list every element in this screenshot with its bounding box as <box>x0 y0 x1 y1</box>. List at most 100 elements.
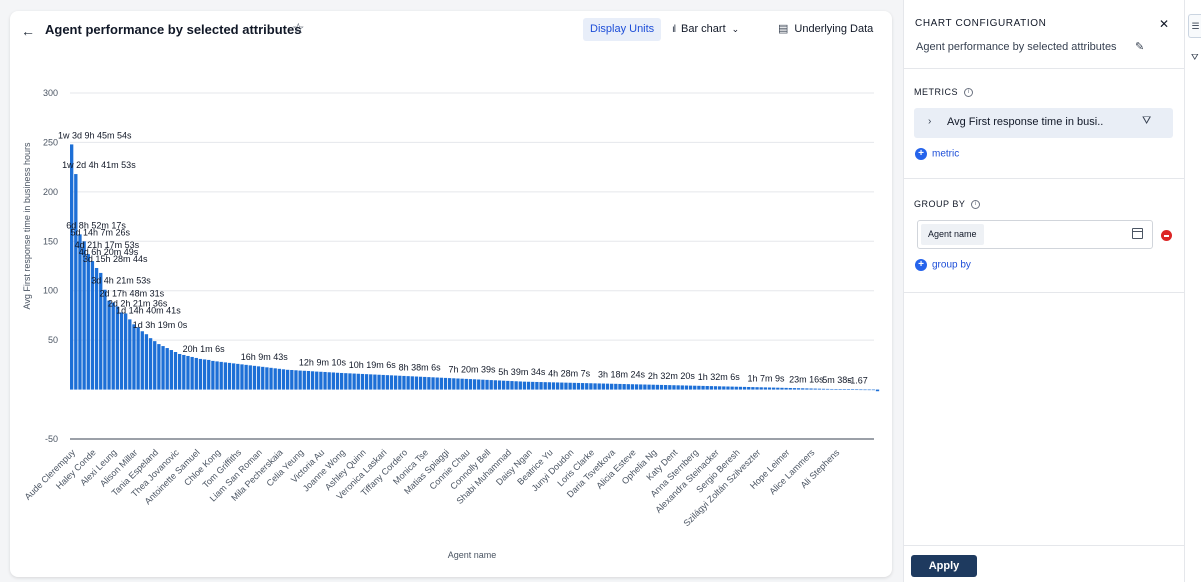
chart-bar[interactable] <box>676 385 680 390</box>
chart-bar[interactable] <box>568 382 572 390</box>
chart-bar[interactable] <box>153 341 157 390</box>
metric-item[interactable]: › Avg First response time in busi.. ⛛ <box>914 108 1173 138</box>
chart-bar[interactable] <box>497 380 502 390</box>
chart-bar[interactable] <box>265 367 269 390</box>
chart-bar[interactable] <box>119 312 124 390</box>
chart-bar[interactable] <box>439 377 444 390</box>
chart-bar[interactable] <box>759 387 763 390</box>
chart-bar[interactable] <box>531 381 535 390</box>
chart-bar[interactable] <box>418 376 423 390</box>
chart-bar[interactable] <box>286 369 290 390</box>
chart-bar[interactable] <box>310 371 315 390</box>
chart-bar[interactable] <box>672 385 676 390</box>
chart-bar[interactable] <box>655 384 660 390</box>
chart-bar[interactable] <box>74 174 78 390</box>
list-icon[interactable]: ☰ <box>1188 14 1201 38</box>
chart-bar[interactable] <box>726 386 730 390</box>
chart-bar[interactable] <box>194 357 198 390</box>
chart-bar[interactable] <box>796 388 801 390</box>
chart-bar[interactable] <box>701 385 705 390</box>
remove-circle-icon[interactable] <box>1161 230 1172 241</box>
chart-bar[interactable] <box>610 383 614 390</box>
add-group-by-button[interactable]: + group by <box>915 259 971 271</box>
chart-bar[interactable] <box>817 388 822 390</box>
chart-bar[interactable] <box>144 334 149 390</box>
chart-bar[interactable] <box>435 377 439 390</box>
chart-bar[interactable] <box>801 388 805 390</box>
chart-bar[interactable] <box>364 374 369 390</box>
chart-bar[interactable] <box>668 385 672 390</box>
chart-bar[interactable] <box>240 364 244 390</box>
chart-bar[interactable] <box>261 366 265 390</box>
chart-bar[interactable] <box>323 371 327 390</box>
chart-bar[interactable] <box>481 379 485 390</box>
chart-bar[interactable] <box>294 370 298 390</box>
chart-bar[interactable] <box>485 379 489 390</box>
chart-bar[interactable] <box>373 374 377 390</box>
chart-bar[interactable] <box>70 144 74 390</box>
chart-bar[interactable] <box>747 387 751 390</box>
chart-bar[interactable] <box>722 386 726 390</box>
chart-bar[interactable] <box>344 373 348 390</box>
chart-bar[interactable] <box>776 387 780 390</box>
chart-bar[interactable] <box>306 370 311 390</box>
chart-bar[interactable] <box>597 383 601 390</box>
chart-bar[interactable] <box>585 383 589 390</box>
chart-bar[interactable] <box>693 385 697 390</box>
chart-bar[interactable] <box>340 372 344 390</box>
add-metric-button[interactable]: + metric <box>915 148 959 160</box>
chart-bar[interactable] <box>772 387 776 390</box>
chart-bar[interactable] <box>456 378 460 390</box>
chart-bar[interactable] <box>813 388 817 390</box>
chart-bar[interactable] <box>842 389 846 390</box>
chart-bar[interactable] <box>784 387 788 390</box>
chart-bar[interactable] <box>140 331 144 390</box>
chart-bar[interactable] <box>535 381 539 390</box>
chart-bar[interactable] <box>178 353 182 390</box>
chart-bar[interactable] <box>855 389 859 391</box>
chart-type-dropdown[interactable]: ıl Bar chart ⌄ <box>672 18 739 41</box>
chart-bar[interactable] <box>111 302 115 390</box>
info-icon[interactable]: i <box>971 200 981 210</box>
chart-bar[interactable] <box>709 386 714 390</box>
chart-bar[interactable] <box>767 387 772 390</box>
chart-bar[interactable] <box>190 356 194 390</box>
chart-bar[interactable] <box>713 386 718 390</box>
group-by-field[interactable]: Agent name <box>917 220 1153 249</box>
chart-bar[interactable] <box>82 241 86 390</box>
chart-bar[interactable] <box>394 375 398 390</box>
chart-bar[interactable] <box>165 348 169 390</box>
chart-bar[interactable] <box>838 389 842 390</box>
chart-bar[interactable] <box>543 382 547 390</box>
chart-bar[interactable] <box>830 388 834 390</box>
chart-bar[interactable] <box>431 377 435 390</box>
chart-bar[interactable] <box>448 378 452 390</box>
group-by-tag[interactable]: Agent name <box>921 224 984 245</box>
chart-bar[interactable] <box>198 358 203 390</box>
chart-bar[interactable] <box>634 384 639 390</box>
chart-bar[interactable] <box>302 370 306 390</box>
chart-bar[interactable] <box>385 375 390 390</box>
chart-bar[interactable] <box>207 359 211 390</box>
chart-bar[interactable] <box>348 373 352 390</box>
chart-bar[interactable] <box>809 388 813 390</box>
chart-bar[interactable] <box>356 373 360 390</box>
chart-bar[interactable] <box>875 389 880 392</box>
filter-icon[interactable]: ⛛ <box>1191 52 1199 62</box>
chart-bar[interactable] <box>518 381 522 390</box>
chart-bar[interactable] <box>788 387 792 390</box>
chart-bar[interactable] <box>593 383 597 390</box>
chart-bar[interactable] <box>589 383 593 390</box>
chart-bar[interactable] <box>705 386 709 390</box>
chart-bar[interactable] <box>651 384 655 390</box>
chart-bar[interactable] <box>684 385 689 390</box>
chart-bar[interactable] <box>863 389 867 391</box>
chart-bar[interactable] <box>161 346 165 390</box>
chart-bar[interactable] <box>352 373 356 390</box>
chart-bar[interactable] <box>805 388 809 390</box>
chart-bar[interactable] <box>99 272 103 390</box>
chart-bar[interactable] <box>298 370 302 390</box>
chart-bar[interactable] <box>107 300 111 390</box>
chart-bar[interactable] <box>792 388 797 390</box>
chart-bar[interactable] <box>389 375 394 390</box>
